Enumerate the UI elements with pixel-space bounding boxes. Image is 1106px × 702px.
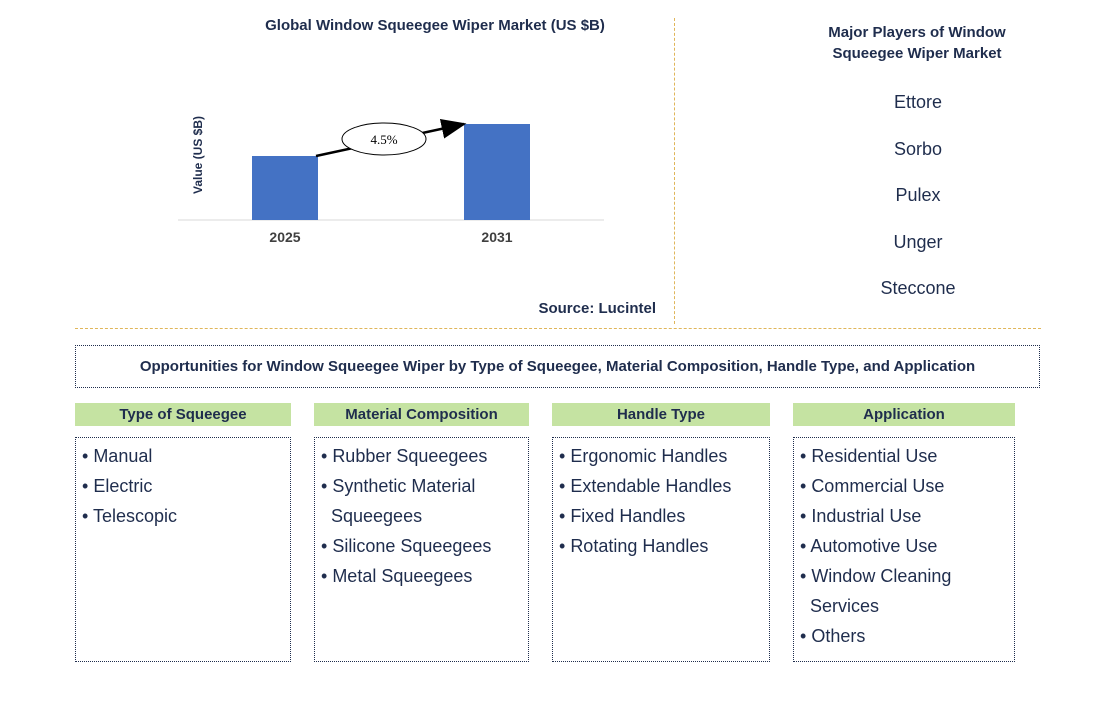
source-label: Source: Lucintel (538, 300, 656, 317)
growth-label: 4.5% (370, 132, 397, 147)
bar-2031 (464, 124, 530, 220)
chart-title: Global Window Squeegee Wiper Market (US … (265, 17, 605, 34)
segment-item: Extendable Handles (557, 471, 765, 501)
segment-item: Silicone Squeegees (319, 531, 524, 561)
x-tick-label: 2031 (481, 229, 512, 245)
segment-box-type: Manual Electric Telescopic (75, 437, 291, 662)
player-item: Steccone (880, 278, 956, 298)
segment-header-material: Material Composition (314, 403, 529, 426)
vertical-divider (674, 18, 675, 324)
opportunities-title: Opportunities for Window Squeegee Wiper … (139, 358, 976, 375)
segment-header-application: Application (793, 403, 1015, 426)
segment-header-type: Type of Squeegee (75, 403, 291, 426)
segment-item: Manual (80, 441, 286, 471)
segment-item: Others (798, 621, 1010, 651)
segment-item: Fixed Handles (557, 501, 765, 531)
segment-item: Window Cleaning Services (798, 561, 1010, 621)
segment-box-application: Residential Use Commercial Use Industria… (793, 437, 1015, 662)
player-item: Ettore (893, 92, 943, 112)
segment-item: Rubber Squeegees (319, 441, 524, 471)
x-tick-label: 2025 (269, 229, 300, 245)
segment-box-handle: Ergonomic Handles Extendable Handles Fix… (552, 437, 770, 662)
segment-header-handle: Handle Type (552, 403, 770, 426)
y-axis-label: Value (US $B) (191, 116, 205, 194)
segment-item: Ergonomic Handles (557, 441, 765, 471)
players-title: Major Players of Window Squeegee Wiper M… (828, 24, 1006, 62)
segment-item: Commercial Use (798, 471, 1010, 501)
players-list: Ettore Sorbo Pulex Unger Steccone (818, 92, 1018, 325)
segment-item: Metal Squeegees (319, 561, 524, 591)
segment-item: Electric (80, 471, 286, 501)
player-item: Unger (893, 231, 943, 252)
segment-item: Rotating Handles (557, 531, 765, 561)
bar-2025 (252, 156, 318, 220)
player-item: Sorbo (893, 138, 943, 159)
segment-item: Telescopic (80, 501, 286, 531)
bar-chart: Value (US $B) 2025 2031 4.5% (178, 116, 604, 245)
segment-item: Synthetic Material Squeegees (319, 471, 524, 531)
segment-item: Industrial Use (798, 501, 1010, 531)
segment-box-material: Rubber Squeegees Synthetic Material Sque… (314, 437, 529, 662)
growth-bubble (341, 122, 427, 156)
opportunities-banner: Opportunities for Window Squeegee Wiper … (75, 345, 1040, 388)
horizontal-divider (75, 328, 1041, 329)
player-item: Pulex (895, 185, 941, 205)
segment-item: Automotive Use (798, 531, 1010, 561)
segment-item: Residential Use (798, 441, 1010, 471)
